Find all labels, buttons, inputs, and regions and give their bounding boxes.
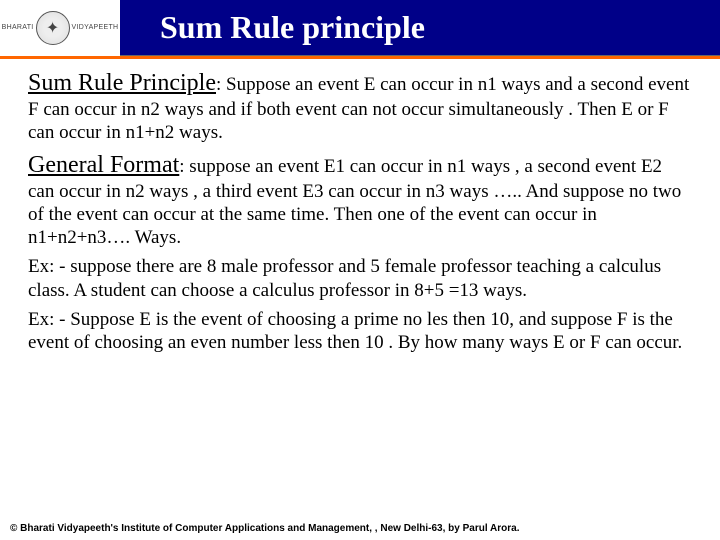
logo-text-right: VIDYAPEETH xyxy=(72,24,119,31)
copyright-footer: © Bharati Vidyapeeth's Institute of Comp… xyxy=(0,523,720,534)
logo-text-left: BHARATI xyxy=(2,24,34,31)
logo-emblem: ✦ xyxy=(36,11,70,45)
slide-body: Sum Rule Principle: Suppose an event E c… xyxy=(0,59,720,354)
slide-title: Sum Rule principle xyxy=(160,9,425,46)
lead-general-format: General Format xyxy=(28,152,179,178)
example-1: Ex: - suppose there are 8 male professor… xyxy=(28,255,692,301)
paragraph-sum-rule: Sum Rule Principle: Suppose an event E c… xyxy=(28,69,692,145)
institution-logo: BHARATI ✦ VIDYAPEETH xyxy=(0,0,120,56)
header-band: BHARATI ✦ VIDYAPEETH Sum Rule principle xyxy=(0,0,720,56)
lead-sum-rule: Sum Rule Principle xyxy=(28,70,216,96)
paragraph-general-format: General Format: suppose an event E1 can … xyxy=(28,151,692,250)
example-2: Ex: - Suppose E is the event of choosing… xyxy=(28,308,692,354)
